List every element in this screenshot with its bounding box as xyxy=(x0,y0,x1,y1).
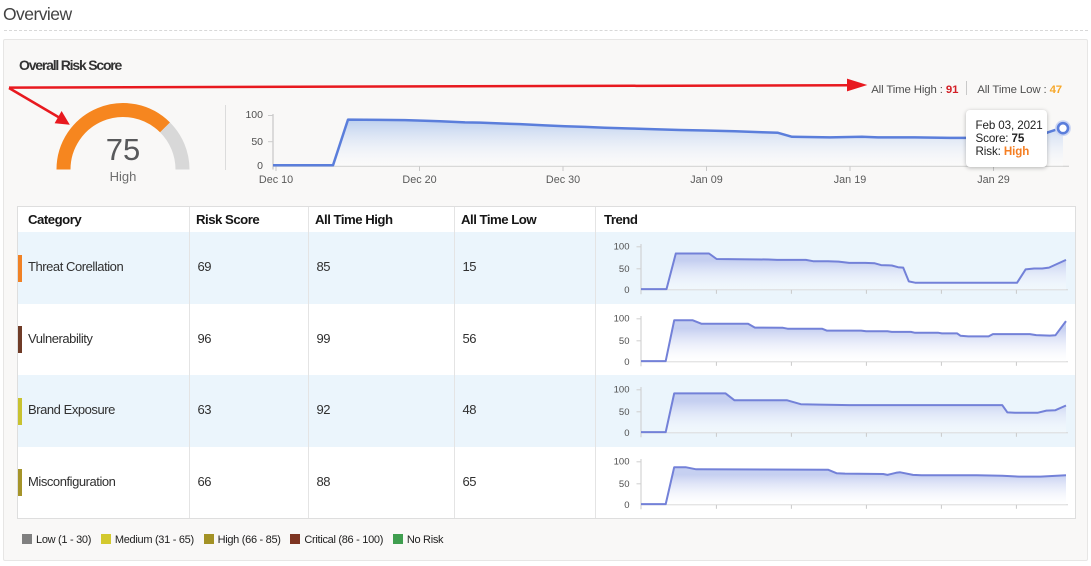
svg-text:100: 100 xyxy=(614,456,630,467)
svg-text:100: 100 xyxy=(614,313,630,324)
svg-text:50: 50 xyxy=(619,336,630,347)
svg-text:0: 0 xyxy=(624,356,629,367)
svg-text:0: 0 xyxy=(624,285,629,296)
svg-text:100: 100 xyxy=(614,241,630,252)
svg-text:50: 50 xyxy=(619,264,630,275)
svg-text:0: 0 xyxy=(624,428,629,439)
svg-text:50: 50 xyxy=(619,479,630,490)
svg-text:100: 100 xyxy=(614,384,630,395)
svg-text:0: 0 xyxy=(624,499,629,510)
svg-text:50: 50 xyxy=(619,407,630,418)
